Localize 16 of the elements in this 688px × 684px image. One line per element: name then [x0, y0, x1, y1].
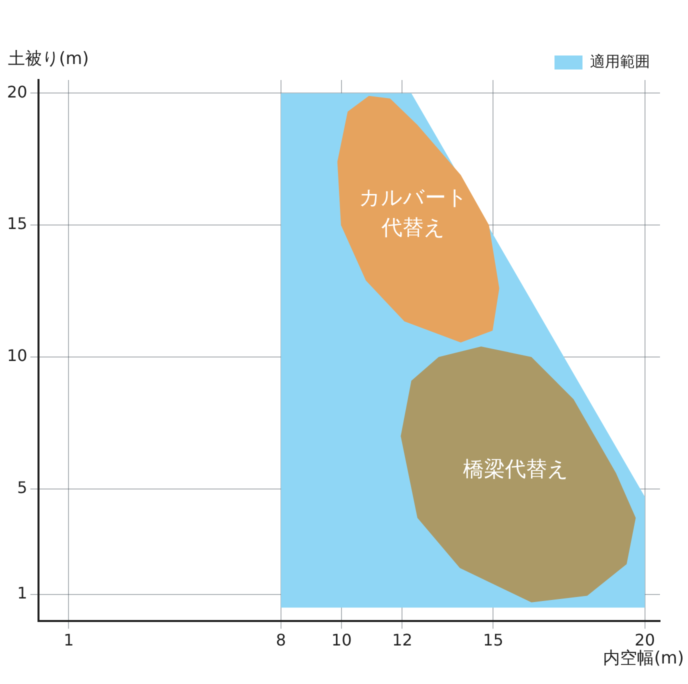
x-tick-label: 10: [331, 630, 352, 650]
x-tick-label: 20: [634, 630, 656, 650]
legend-label: 適用範囲: [590, 52, 650, 70]
x-tick-label: 8: [276, 630, 286, 650]
x-tick-label: 15: [483, 630, 504, 650]
y-axis-title: 土被り(m): [8, 48, 89, 69]
series-label: カルバート代替え: [358, 185, 468, 240]
y-tick-label: 20: [7, 82, 28, 102]
x-tick-label: 1: [64, 630, 74, 650]
y-tick-label: 1: [17, 584, 28, 603]
x-tick-label: 12: [392, 630, 412, 650]
y-tick-label: 15: [7, 214, 28, 234]
y-tick-label: 5: [17, 478, 28, 498]
x-axis-title: 内空幅(m): [603, 648, 684, 669]
series-label: 橋梁代替え: [463, 456, 570, 481]
y-tick-label: 10: [7, 346, 28, 366]
